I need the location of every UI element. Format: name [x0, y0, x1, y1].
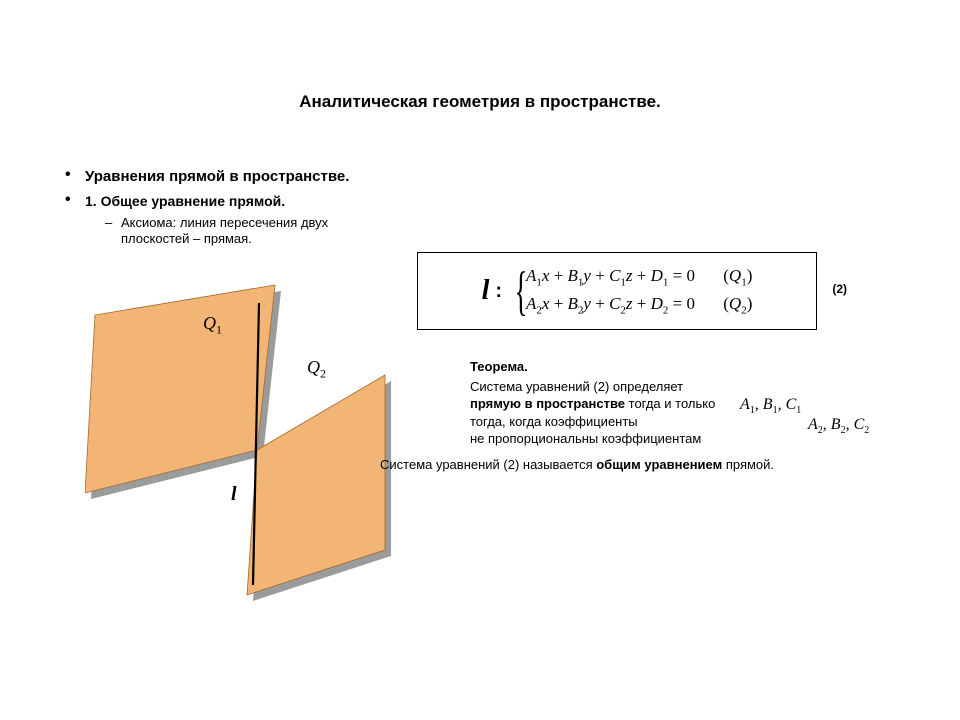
- equation-row-2-tag: (Q2): [723, 291, 752, 319]
- equation-row-1-tag: (Q1): [723, 263, 752, 291]
- equation-row-1: A1x + B1y + C1z + D1 = 0 (Q1): [526, 263, 752, 291]
- heading-2: • 1. Общее уравнение прямой.: [85, 193, 585, 209]
- theorem-line-1: Система уравнений (2) определяет: [470, 378, 890, 396]
- equation-row-2: A2x + B2y + C2z + D2 = 0 (Q2): [526, 291, 752, 319]
- footnote-bold: общим уравнением: [596, 457, 722, 472]
- equation-colon: :: [495, 280, 502, 303]
- theorem-line-2-bold: прямую в пространстве: [470, 396, 625, 411]
- label-q2: Q2: [307, 357, 326, 382]
- page-title: Аналитическая геометрия в пространстве.: [0, 92, 960, 112]
- theorem-title: Теорема.: [470, 358, 890, 376]
- label-l: l: [231, 483, 237, 506]
- bullet-dot-icon: •: [65, 193, 71, 207]
- heading-1-text: Уравнения прямой в пространстве.: [85, 168, 349, 185]
- theorem-block: Теорема. Система уравнений (2) определяе…: [470, 358, 890, 448]
- heading-1: • Уравнения прямой в пространстве.: [85, 168, 585, 185]
- footnote-prefix: Система уравнений (2) называется: [380, 457, 596, 472]
- planes-diagram: Q1 Q2 l: [85, 265, 405, 585]
- footnote-suffix: прямой.: [722, 457, 774, 472]
- label-q1: Q1: [203, 313, 222, 338]
- bullet-list: • Уравнения прямой в пространстве. • 1. …: [85, 168, 585, 248]
- slide-page: Аналитическая геометрия в пространстве. …: [0, 0, 960, 720]
- coefficients-2: A2, B2, C2: [808, 414, 869, 438]
- planes-svg: [85, 265, 405, 605]
- axiom-text: Аксиома: линия пересечения двух плоскост…: [121, 215, 328, 246]
- dash-icon: –: [105, 215, 112, 231]
- equation-frame: l : { A1x + B1y + C1z + D1 = 0 (Q1) A2x …: [417, 252, 817, 330]
- axiom-line: – Аксиома: линия пересечения двух плоско…: [121, 215, 381, 248]
- theorem-line-2-rest: тогда и только: [625, 396, 715, 411]
- equation-rows: A1x + B1y + C1z + D1 = 0 (Q1) A2x + B2y …: [526, 263, 752, 320]
- footnote: Система уравнений (2) называется общим у…: [380, 457, 900, 472]
- plane1: [85, 285, 275, 493]
- brace-icon: {: [515, 264, 528, 318]
- equation-box: l : { A1x + B1y + C1z + D1 = 0 (Q1) A2x …: [417, 252, 817, 330]
- equation-l-label: l: [482, 275, 490, 307]
- heading-2-text: 1. Общее уравнение прямой.: [85, 193, 285, 209]
- theorem-line-2: прямую в пространстве тогда и только: [470, 395, 890, 413]
- coefficients-1: A1, B1, C1: [740, 394, 801, 418]
- equation-number: (2): [832, 282, 847, 296]
- bullet-dot-icon: •: [65, 168, 71, 182]
